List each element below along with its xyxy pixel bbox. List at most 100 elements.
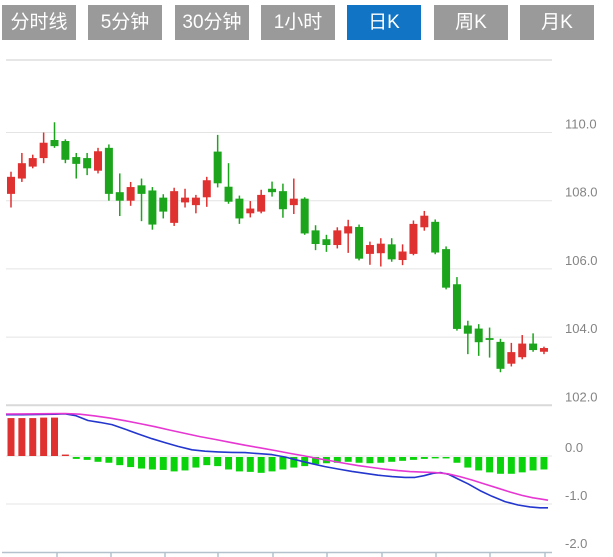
price-axis-label: 104.0: [565, 321, 598, 336]
macd-bar-down: [507, 457, 515, 474]
candle-body: [126, 187, 135, 201]
tab-timeline[interactable]: 分时线: [2, 5, 76, 40]
candle-body: [39, 142, 48, 159]
candle-body: [115, 192, 124, 201]
price-axis-label: 106.0: [565, 253, 598, 268]
candle-body: [159, 197, 168, 212]
candle-body: [398, 251, 407, 261]
macd-bar-down: [246, 457, 254, 472]
tab-1hour[interactable]: 1小时: [261, 5, 335, 40]
candle-body: [202, 180, 211, 198]
macd-bar-down: [214, 457, 222, 467]
macd-bar-down: [83, 457, 91, 460]
candle-body: [452, 284, 461, 329]
macd-bar-down: [94, 457, 102, 462]
macd-bar-down: [399, 457, 407, 461]
macd-bar-down: [409, 457, 417, 460]
macd-bar-up: [40, 417, 48, 456]
candle-body: [213, 151, 222, 184]
candle-body: [322, 239, 331, 246]
macd-bar-down: [442, 457, 450, 459]
tab-5min[interactable]: 5分钟: [88, 5, 162, 40]
candle-body: [507, 352, 516, 364]
macd-bar-down: [355, 457, 363, 463]
macd-bar-up: [61, 454, 69, 456]
tab-monthly-k[interactable]: 月K: [520, 5, 594, 40]
tab-daily-k[interactable]: 日K: [347, 5, 421, 40]
candle-body: [148, 190, 157, 225]
candle-body: [463, 325, 472, 334]
period-tabs: 分时线 5分钟 30分钟 1小时 日K 周K 月K: [0, 5, 613, 40]
candle-body: [529, 343, 538, 351]
candles: [7, 122, 548, 373]
dif-line: [6, 412, 548, 509]
candle-body: [7, 176, 15, 194]
candle-body: [409, 223, 418, 254]
candle-body: [137, 185, 146, 194]
macd-bar-down: [496, 457, 504, 474]
candle-body: [278, 191, 287, 210]
candle-body: [28, 158, 37, 167]
candle-body: [474, 328, 483, 343]
candle-body: [170, 191, 179, 223]
macd-bar-down: [518, 457, 526, 473]
candle-body: [344, 226, 353, 234]
candle-body: [235, 198, 244, 219]
candle-body: [289, 198, 298, 206]
candle-body: [94, 151, 103, 171]
macd-bar-down: [203, 457, 211, 466]
candle-body: [420, 215, 429, 228]
candle-body: [246, 208, 255, 214]
macd-bar-up: [29, 418, 37, 456]
tab-30min[interactable]: 30分钟: [175, 5, 249, 40]
price-gridlines: 110.0 108.0 106.0 104.0 102.0: [6, 117, 598, 407]
candle-body: [72, 157, 81, 164]
macd-bar-down: [529, 457, 537, 471]
macd-bar-down: [181, 457, 189, 471]
candle-body: [268, 188, 277, 193]
price-axis-label: 102.0: [565, 389, 598, 404]
macd-bar-down: [333, 457, 341, 463]
macd-bar-down: [420, 457, 428, 459]
macd-bar-down: [235, 457, 243, 472]
macd-gridlines: 0.0 -1.0 -2.0: [6, 440, 587, 551]
candle-body: [496, 341, 505, 369]
macd-bar-down: [464, 457, 472, 468]
dea-line: [5, 412, 549, 501]
candle-body: [50, 140, 59, 147]
tab-weekly-k[interactable]: 周K: [434, 5, 508, 40]
candle-body: [224, 186, 233, 202]
candle-body: [485, 338, 494, 340]
macd-bar-down: [170, 457, 178, 472]
macd-bar-down: [105, 457, 113, 463]
candle-body: [518, 343, 527, 358]
candle-body: [333, 230, 342, 246]
macd-bar-down: [268, 457, 276, 472]
macd-bar-down: [540, 457, 548, 470]
candle-body: [442, 249, 451, 288]
candle-body: [387, 244, 396, 260]
macd-bar-down: [388, 457, 396, 462]
macd-bar-up: [51, 417, 59, 456]
macd-bar-down: [148, 457, 156, 470]
macd-bar-down: [127, 457, 135, 468]
macd-bar-down: [279, 457, 287, 470]
price-axis-label: 108.0: [565, 185, 598, 200]
macd-bar-down: [486, 457, 494, 473]
macd-bar-down: [116, 457, 124, 466]
macd-bar-down: [312, 457, 320, 465]
macd-bar-down: [159, 457, 167, 470]
candle-body: [83, 158, 92, 169]
macd-bar-down: [344, 457, 352, 462]
macd-bar-down: [377, 457, 385, 463]
candle-body: [17, 163, 26, 179]
candle-body: [300, 198, 309, 234]
candle-body: [365, 245, 374, 254]
candle-body: [376, 243, 385, 254]
macd-axis-label: -1.0: [565, 488, 587, 503]
macd-bar-down: [431, 457, 439, 459]
macd-histogram: [7, 417, 548, 474]
macd-bar-down: [225, 457, 233, 470]
candle-body: [181, 197, 190, 203]
